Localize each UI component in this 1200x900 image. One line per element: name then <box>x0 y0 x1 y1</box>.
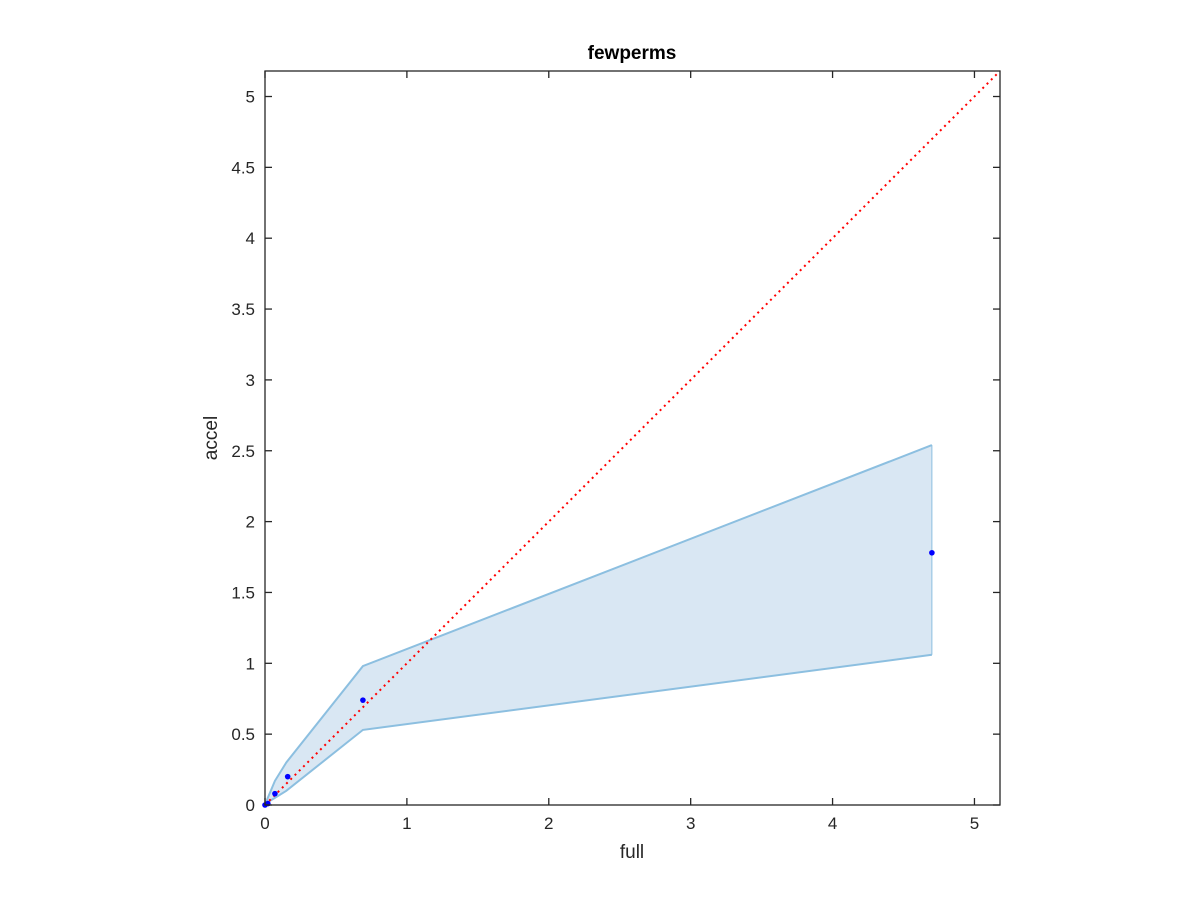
x-tick-label: 4 <box>828 814 837 833</box>
y-tick-label: 3.5 <box>231 300 255 319</box>
y-tick-label: 1.5 <box>231 583 255 602</box>
y-tick-label: 0.5 <box>231 725 255 744</box>
axes: 0 1 2 3 4 5 0 0.5 1 1.5 2 2.5 3 3.5 4 4.5 5 <box>231 70 1001 833</box>
band-area <box>265 445 932 805</box>
reference-line <box>264 70 1001 806</box>
data-point <box>272 790 278 797</box>
data-point <box>929 549 935 556</box>
y-tick-label: 4.5 <box>231 158 255 177</box>
plot-area <box>262 70 1001 808</box>
y-tick-label: 1 <box>246 654 255 673</box>
y-axis-label: accel <box>201 416 222 460</box>
x-tick-label: 0 <box>260 814 269 833</box>
y-tick-label: 4 <box>246 229 255 248</box>
y-tick-label: 3 <box>246 371 255 390</box>
y-tick-label: 2 <box>246 513 255 532</box>
data-point <box>284 773 291 780</box>
x-tick-label: 2 <box>544 814 553 833</box>
band-upper-line <box>264 444 933 806</box>
data-point <box>360 697 366 703</box>
x-axis-label: full <box>620 842 644 863</box>
x-tick-label: 3 <box>686 814 695 833</box>
x-tick-label: 5 <box>970 814 979 833</box>
axes-box <box>264 70 1001 806</box>
x-tick-label: 1 <box>402 814 411 833</box>
chart-title: fewperms <box>588 43 677 64</box>
y-tick-label: 5 <box>246 88 255 107</box>
y-tick-label: 2.5 <box>231 442 255 461</box>
y-tick-label: 0 <box>246 796 255 815</box>
